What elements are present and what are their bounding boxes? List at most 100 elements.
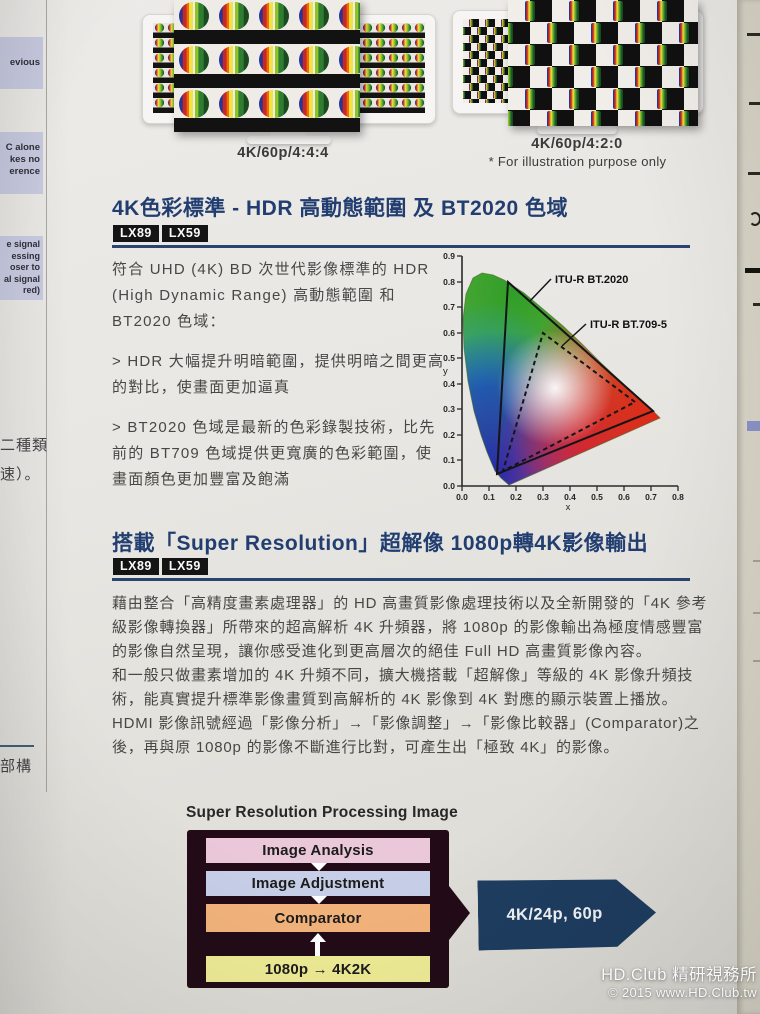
model-badges: LX89 LX59	[113, 558, 208, 575]
section-rule	[112, 578, 690, 581]
section2-heading: 搭載「Super Resolution」超解像 1080p轉4K影像輸出	[112, 532, 649, 555]
output-format-label: 4K/24p, 60p	[506, 903, 603, 924]
cutoff-text: kes no	[9, 154, 40, 165]
svg-text:0.5: 0.5	[591, 492, 603, 502]
step-image-adjustment: Image Adjustment	[206, 871, 430, 896]
monitor-stand-base	[247, 136, 331, 144]
monitor-420-label: 4K/60p/4:2:0	[531, 136, 623, 152]
cutoff-text: oser to	[9, 262, 40, 272]
illustration-note: * For illustration purpose only	[488, 154, 667, 169]
paragraph: 和一般只做畫素增加的 4K 升頻不同，擴大機搭載「超解像」等級的 4K 影像升頻…	[112, 667, 694, 708]
svg-text:0.0: 0.0	[443, 481, 455, 491]
paragraph: 符合 UHD (4K) BD 次世代影像標準的 HDR (High Dynami…	[112, 261, 430, 330]
cutoff-callout-box: e signal essing oser to al signal red)	[0, 236, 43, 300]
y-tick-labels: 0.0 0.1 0.2 0.3 0.4 0.5 0.6 0.7 0.8 0.9	[443, 251, 455, 491]
svg-text:0.0: 0.0	[456, 492, 468, 502]
svg-text:0.6: 0.6	[443, 328, 455, 338]
model-badge-lx59: LX59	[161, 558, 208, 575]
svg-text:0.7: 0.7	[443, 302, 455, 312]
process-diagram-frame: Image Analysis Image Adjustment Comparat…	[187, 830, 449, 988]
bt2020-leader-line	[529, 278, 552, 302]
arrow-down-icon	[311, 896, 327, 904]
watermark: HD.Club 精研視務所 © 2015 www.HD.Club.tw	[601, 961, 757, 1000]
svg-text:0.7: 0.7	[645, 492, 657, 502]
page-edge-mark	[753, 303, 760, 306]
pixel-zoom-inset-444	[174, 0, 360, 132]
step-comparator: Comparator	[206, 904, 430, 932]
cutoff-text: 部構	[0, 758, 33, 775]
cutoff-text: 二種類	[0, 437, 49, 454]
model-badge-lx89: LX89	[113, 225, 159, 242]
page-edge-mark	[749, 102, 760, 105]
svg-text:0.6: 0.6	[618, 492, 630, 502]
bt709-label: ITU-R BT.709-5	[590, 319, 667, 331]
svg-text:0.8: 0.8	[443, 277, 455, 287]
svg-text:0.3: 0.3	[443, 404, 455, 414]
bt709-gamut-triangle	[501, 331, 637, 473]
step-image-analysis: Image Analysis	[206, 838, 430, 863]
cutoff-callout-box: C alone kes no erence	[0, 132, 43, 194]
cutoff-text: evious	[9, 57, 40, 68]
svg-text:0.3: 0.3	[537, 492, 549, 502]
arrow-down-icon	[311, 863, 327, 871]
step-input-1080p-4k2k: 1080p → 4K2K	[206, 956, 430, 982]
page-edge-mark	[753, 660, 760, 662]
page-edge-mark	[745, 268, 760, 273]
svg-text:0.8: 0.8	[672, 492, 684, 502]
watermark-copyright: © 2015 www.HD.Club.tw	[608, 985, 757, 1000]
page-edge-mark	[747, 421, 760, 431]
paragraph: 藉由整合「高精度畫素處理器」的 HD 高畫質影像處理技術以及全新開發的「4K 參…	[112, 595, 708, 660]
svg-text:0.1: 0.1	[483, 492, 495, 502]
svg-text:0.1: 0.1	[443, 455, 455, 465]
output-arrow: 4K/24p, 60p	[477, 877, 656, 950]
adjacent-page-edge	[737, 0, 760, 1014]
svg-text:0.2: 0.2	[443, 430, 455, 440]
arrow-up-shaft	[315, 941, 320, 956]
bt2020-gamut-triangle	[495, 279, 655, 476]
model-badges: LX89 LX59	[113, 225, 208, 242]
y-axis-label: y	[443, 366, 448, 377]
section1-body: 符合 UHD (4K) BD 次世代影像標準的 HDR (High Dynami…	[112, 257, 446, 507]
cutoff-callout-box: evious	[0, 37, 43, 89]
paragraph: > BT2020 色域是最新的色彩錄製技術，比先前的 BT709 色域提供更寬廣…	[112, 419, 436, 488]
x-axis-label: x	[566, 502, 571, 512]
section2-body: 藉由整合「高精度畫素處理器」的 HD 高畫質影像處理技術以及全新開發的「4K 參…	[112, 592, 718, 760]
cutoff-text: erence	[9, 166, 40, 177]
model-badge-lx89: LX89	[113, 558, 159, 575]
cutoff-divider	[0, 745, 34, 747]
process-output-notch	[449, 886, 470, 940]
svg-text:0.2: 0.2	[510, 492, 522, 502]
monitor-444-label: 4K/60p/4:4:4	[237, 145, 329, 161]
arrow-up-icon	[310, 933, 326, 942]
cutoff-text: red)	[22, 285, 40, 295]
left-column-border	[46, 0, 47, 792]
svg-text:0.5: 0.5	[443, 353, 455, 363]
axis-ticks	[457, 255, 679, 491]
page-edge-mark	[747, 33, 760, 36]
page-edge-mark	[749, 212, 760, 226]
cutoff-text: C alone	[5, 142, 40, 153]
cutoff-text: e signal	[6, 239, 40, 249]
paragraph: > HDR 大幅提升明暗範圍，提供明暗之間更高的對比，使畫面更加逼真	[112, 353, 445, 396]
section-rule	[112, 245, 690, 248]
page-edge-mark	[753, 612, 760, 614]
cutoff-text: 速）。	[0, 466, 41, 483]
page-edge-mark	[748, 172, 760, 175]
cutoff-text: al signal	[3, 273, 40, 284]
page-edge-mark	[753, 560, 760, 562]
x-tick-labels: 0.0 0.1 0.2 0.3 0.4 0.5 0.6 0.7 0.8	[456, 492, 684, 502]
watermark-title: HD.Club 精研視務所	[601, 966, 757, 984]
pixel-zoom-inset-420	[508, 0, 698, 126]
model-badge-lx59: LX59	[161, 225, 208, 242]
bt709-leader-line	[561, 323, 587, 347]
chromaticity-diagram: 0.0 0.1 0.2 0.3 0.4 0.5 0.6 0.7 0.8 0.0 …	[443, 251, 684, 512]
bt2020-label: ITU-R BT.2020	[555, 274, 628, 286]
paragraph: HDMI 影像訊號經過「影像分析」→「影像調整」→「影像比較器」(Compara…	[112, 715, 700, 756]
svg-text:0.9: 0.9	[443, 251, 455, 261]
svg-text:0.4: 0.4	[564, 492, 576, 502]
monitor-stand-base	[537, 126, 617, 134]
cutoff-text: essing	[11, 250, 40, 261]
section1-heading: 4K色彩標準 - HDR 高動態範圍 及 BT2020 色域	[112, 197, 569, 220]
process-diagram-title: Super Resolution Processing Image	[186, 804, 458, 821]
